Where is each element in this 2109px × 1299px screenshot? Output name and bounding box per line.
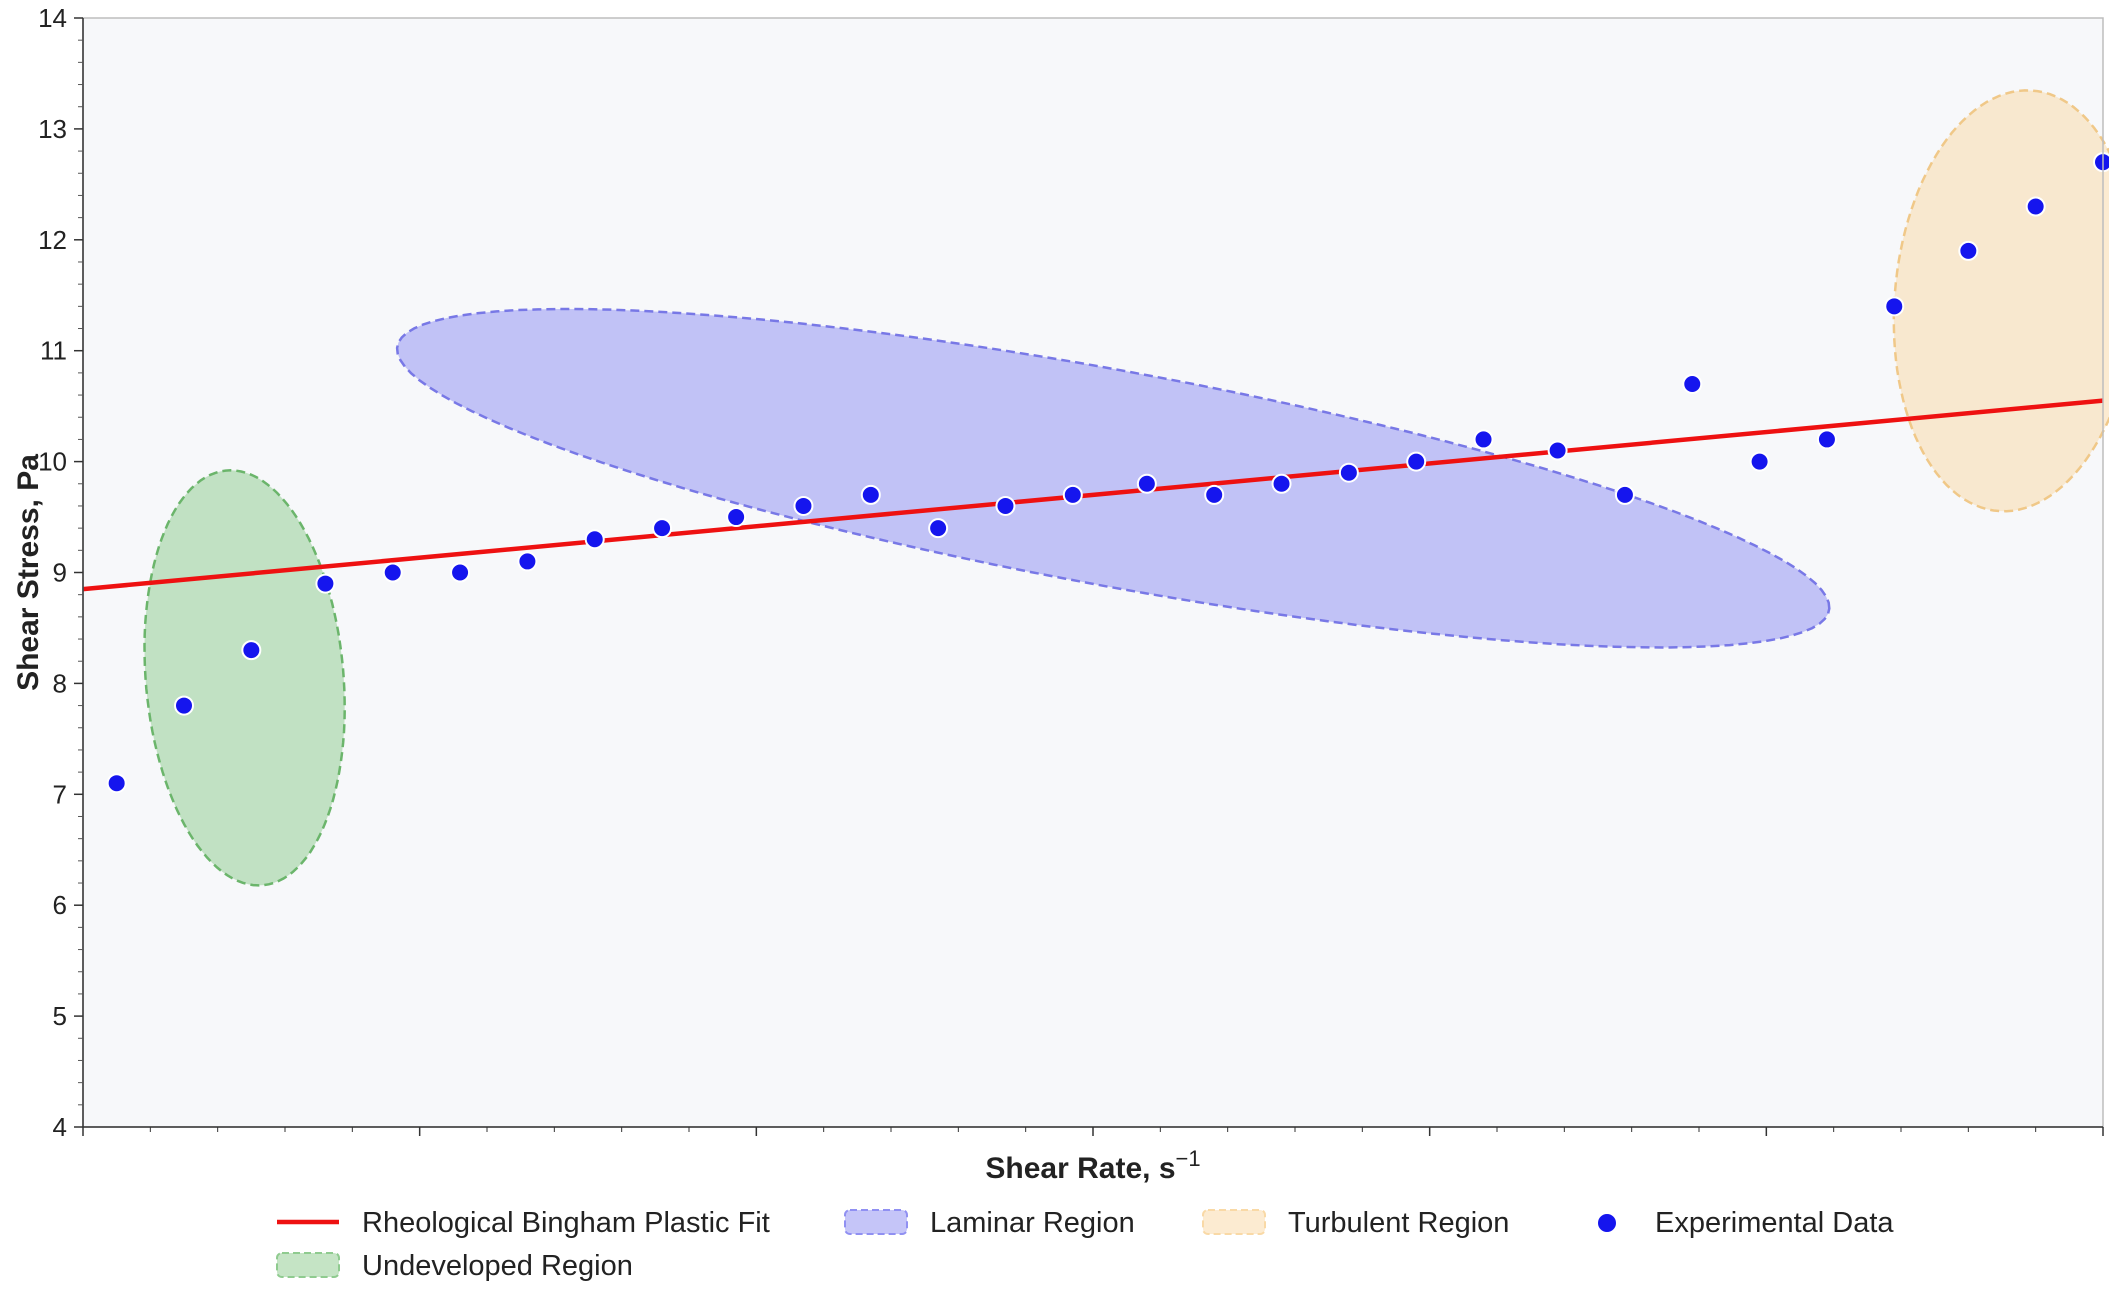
y-tick-label: 12 <box>38 225 67 255</box>
y-tick-label: 14 <box>38 3 67 33</box>
legend-swatch-marker <box>1596 1212 1618 1234</box>
data-point <box>652 518 673 539</box>
legend-item-experimental-data: Experimental Data <box>1596 1207 1894 1239</box>
data-point <box>106 773 127 794</box>
data-point <box>1473 429 1494 450</box>
data-point <box>2093 152 2109 173</box>
data-point <box>1749 451 1770 472</box>
legend-label: Turbulent Region <box>1288 1207 1509 1239</box>
data-point <box>995 495 1016 516</box>
legend-swatch-patch <box>1202 1209 1266 1235</box>
data-point <box>1406 451 1427 472</box>
data-point <box>1204 484 1225 505</box>
y-tick-label: 4 <box>53 1112 67 1142</box>
data-point <box>584 529 605 550</box>
data-point <box>1816 429 1837 450</box>
legend-label: Rheological Bingham Plastic Fit <box>362 1207 770 1239</box>
legend-label: Undeveloped Region <box>362 1250 633 1282</box>
data-point <box>450 562 471 583</box>
legend-item-laminar-region: Laminar Region <box>844 1207 1135 1239</box>
legend-label: Laminar Region <box>930 1207 1135 1239</box>
data-point <box>241 640 262 661</box>
y-tick-label: 10 <box>38 447 67 477</box>
y-axis-label: Shear Stress, Pa <box>12 454 45 691</box>
data-point <box>726 507 747 528</box>
region-undeveloped-region <box>143 469 346 887</box>
legend-item-undeveloped-region: Undeveloped Region <box>276 1250 633 1282</box>
data-point <box>2025 196 2046 217</box>
legend-swatch-patch <box>276 1252 340 1278</box>
legend-label: Experimental Data <box>1655 1207 1894 1239</box>
data-point <box>315 573 336 594</box>
x-axis-label-exponent: −1 <box>1176 1146 1201 1171</box>
data-point <box>174 695 194 716</box>
bingham-fit-line <box>82 398 2104 592</box>
data-point <box>1547 440 1568 461</box>
data-points-layer <box>106 152 2109 794</box>
y-tick-label: 9 <box>53 558 67 588</box>
data-point <box>793 495 814 516</box>
data-point <box>1136 473 1157 494</box>
fit-line-layer <box>82 398 2104 592</box>
y-tick-label: 6 <box>53 890 67 920</box>
legend-item-rheological-bingham-plastic-fit: Rheological Bingham Plastic Fit <box>277 1207 770 1239</box>
y-tick-label: 8 <box>53 668 67 698</box>
legend-swatch-patch <box>844 1209 908 1235</box>
data-point <box>1682 373 1703 394</box>
data-point <box>517 551 538 572</box>
data-point <box>1271 473 1292 494</box>
data-point <box>928 518 949 539</box>
x-axis-label-text: Shear Rate, s <box>985 1152 1175 1185</box>
data-point <box>1614 484 1635 505</box>
data-point <box>1338 462 1359 483</box>
data-point <box>860 484 881 505</box>
y-tick-label: 7 <box>53 779 67 809</box>
y-tick-label: 11 <box>40 336 67 366</box>
axes-layer: 4 5 6 7 8 9 10 11 12 13 14 <box>38 3 2104 1142</box>
y-tick-label: 13 <box>38 114 67 144</box>
legend: Rheological Bingham Plastic Fit Laminar R… <box>276 1207 1894 1282</box>
region-laminar-region <box>395 307 1831 649</box>
data-point <box>1884 296 1905 317</box>
y-tick-label: 5 <box>53 1001 67 1031</box>
data-point <box>382 562 403 583</box>
data-point <box>1062 484 1083 505</box>
data-point <box>1958 240 1979 261</box>
legend-item-turbulent-region: Turbulent Region <box>1202 1207 1509 1239</box>
x-axis-label: Shear Rate, s−1 <box>985 1146 1200 1185</box>
